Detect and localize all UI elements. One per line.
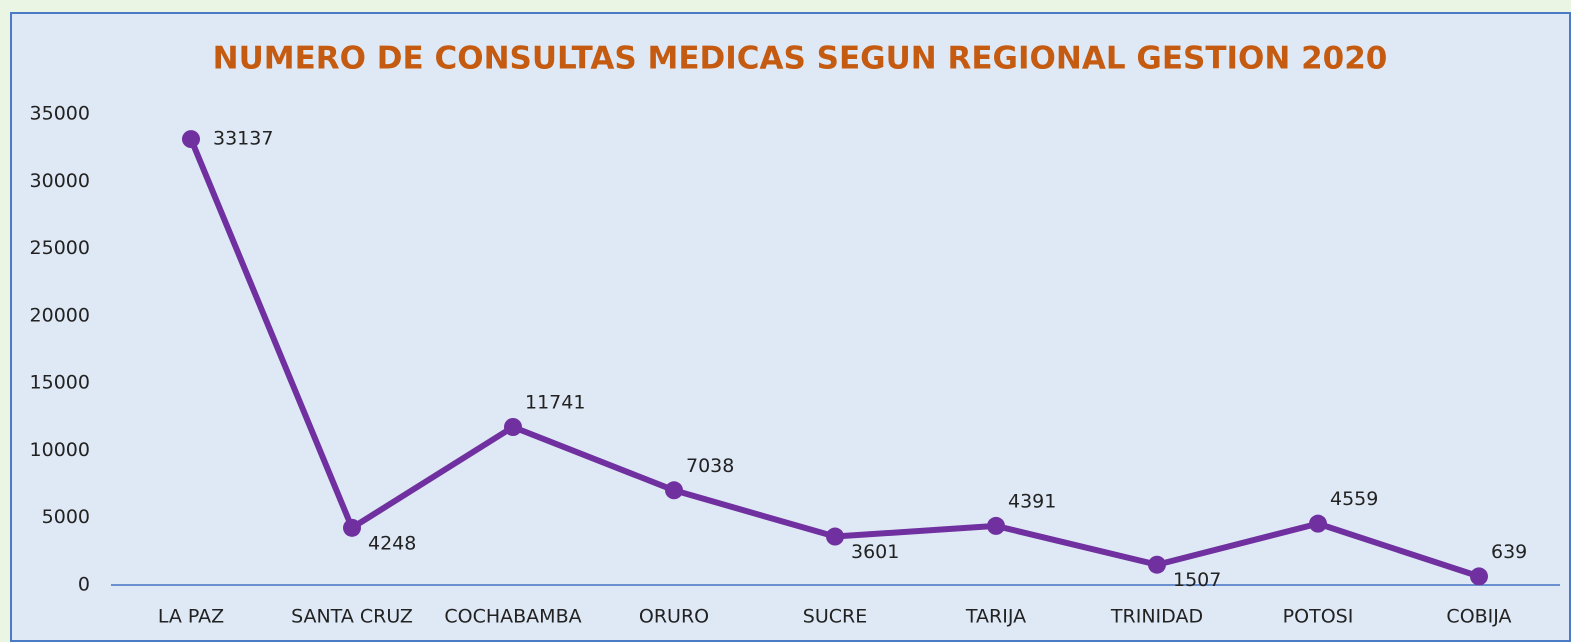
marker [826, 528, 844, 546]
marker [343, 519, 361, 537]
marker [987, 517, 1005, 535]
y-tick-label: 0 [78, 574, 90, 596]
data-label: 7038 [686, 455, 734, 477]
data-label: 4248 [368, 532, 416, 554]
x-tick-label: SANTA CRUZ [291, 606, 413, 628]
data-label: 3601 [851, 541, 899, 563]
chart-area [11, 13, 1570, 641]
x-tick-label: TRINIDAD [1110, 606, 1203, 628]
x-tick-label: TARIJA [965, 606, 1026, 628]
data-label: 4559 [1330, 488, 1378, 510]
data-label: 4391 [1008, 490, 1056, 512]
data-label: 33137 [213, 128, 273, 150]
marker [665, 481, 683, 499]
x-tick-label: POTOSI [1283, 606, 1354, 628]
marker [182, 130, 200, 148]
chart: NUMERO DE CONSULTAS MEDICAS SEGUN REGION… [0, 0, 1571, 642]
x-tick-label: COBIJA [1446, 606, 1511, 628]
data-label: 11741 [525, 391, 585, 413]
x-tick-label: LA PAZ [158, 606, 224, 628]
page: NUMERO DE CONSULTAS MEDICAS SEGUN REGION… [0, 0, 1571, 642]
marker [1470, 567, 1488, 585]
y-tick-label: 35000 [30, 103, 90, 125]
x-tick-label: COCHABAMBA [444, 606, 581, 628]
chart-title: NUMERO DE CONSULTAS MEDICAS SEGUN REGION… [213, 41, 1388, 77]
y-tick-label: 10000 [30, 439, 90, 461]
y-tick-label: 30000 [30, 170, 90, 192]
y-tick-label: 20000 [30, 304, 90, 326]
x-tick-label: ORURO [639, 606, 709, 628]
y-tick-label: 15000 [30, 372, 90, 394]
data-label: 639 [1491, 541, 1527, 563]
x-tick-label: SUCRE [803, 606, 867, 628]
marker [1309, 515, 1327, 533]
y-tick-label: 5000 [42, 506, 90, 528]
marker [504, 418, 522, 436]
y-tick-label: 25000 [30, 237, 90, 259]
data-label: 1507 [1173, 569, 1221, 591]
marker [1148, 556, 1166, 574]
